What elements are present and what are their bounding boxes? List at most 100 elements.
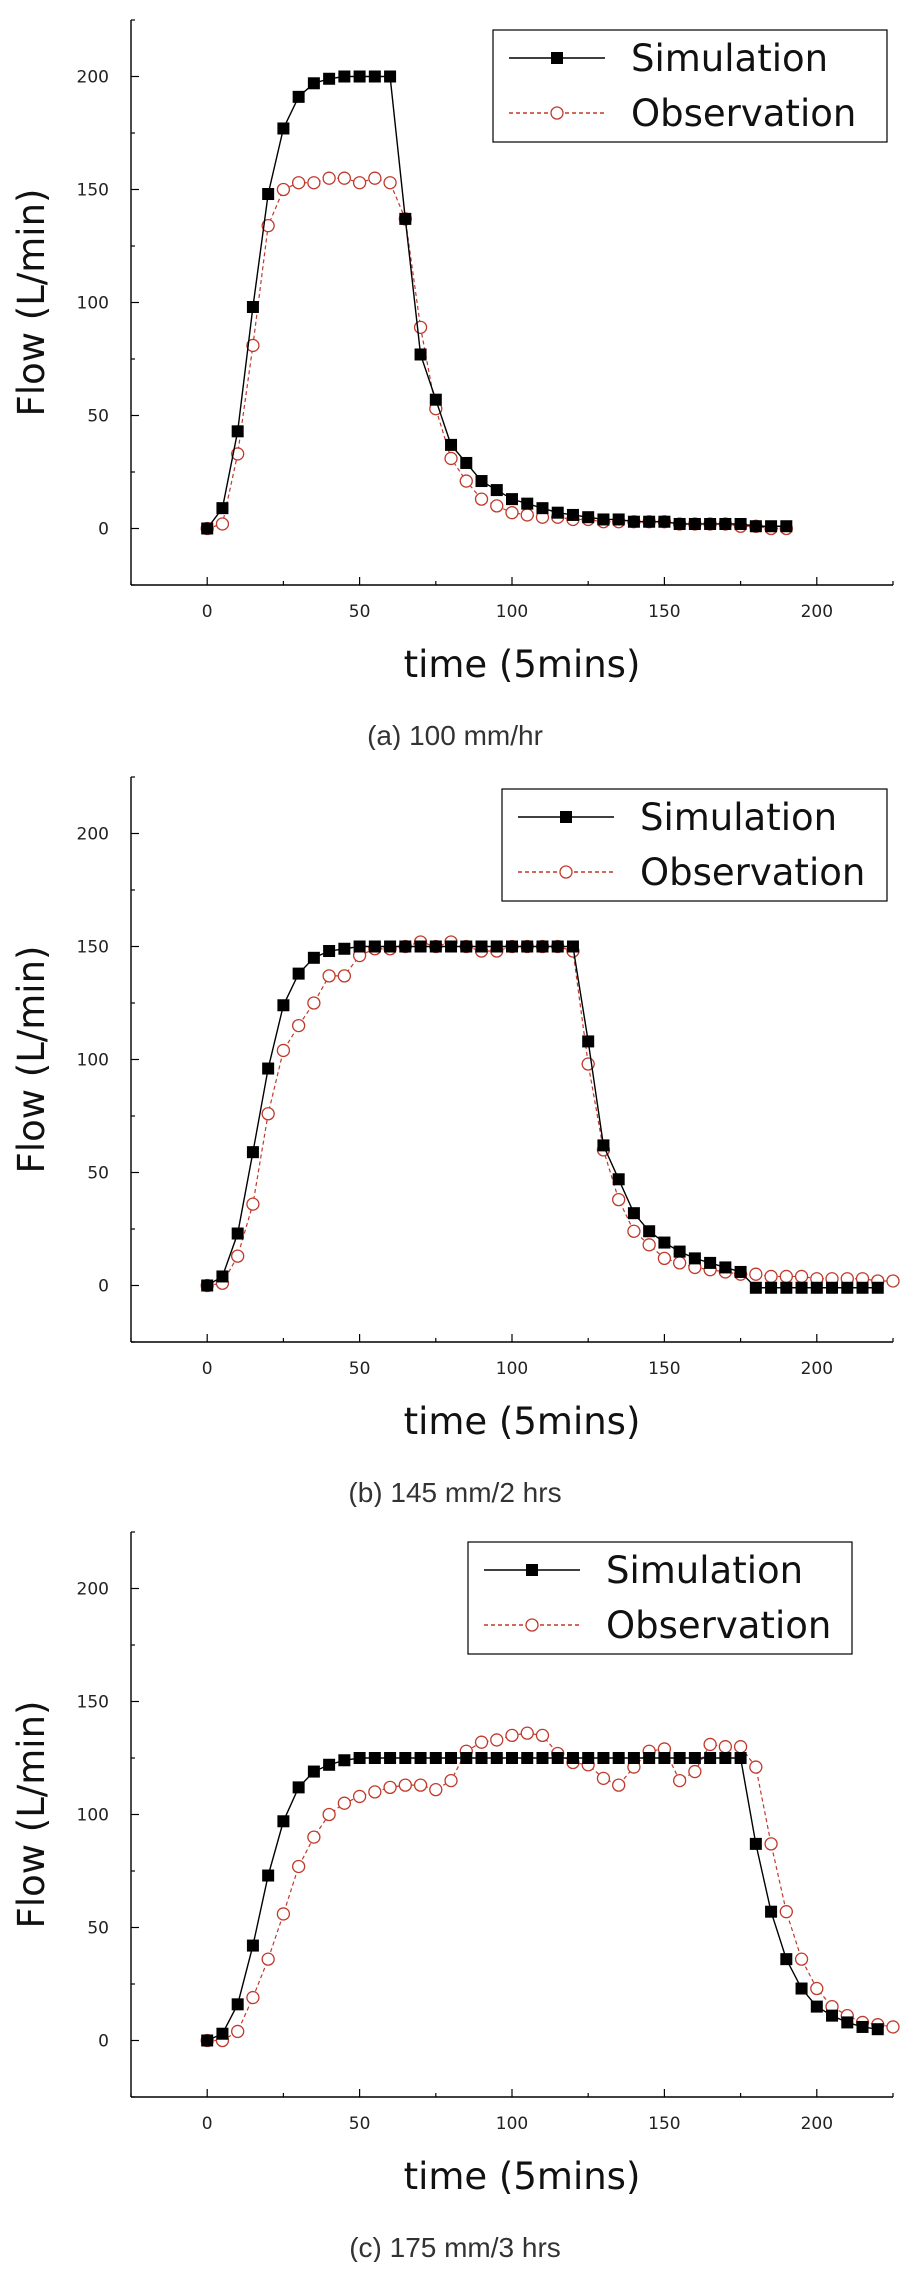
data-point <box>368 1785 382 1799</box>
legend-label: Simulation <box>640 796 837 839</box>
data-point <box>277 122 290 135</box>
y-tick-label: 50 <box>87 1164 109 1184</box>
data-point <box>657 1251 672 1266</box>
x-tick-label: 100 <box>496 602 528 622</box>
data-point <box>276 182 291 197</box>
y-axis-title: Flow (L/min) <box>10 1701 53 1929</box>
legend-label: Observation <box>631 92 856 135</box>
data-point <box>856 1281 869 1294</box>
data-point <box>307 1830 321 1844</box>
data-point <box>734 1265 747 1278</box>
data-point <box>307 1765 320 1778</box>
data-point <box>216 2027 229 2040</box>
data-point <box>780 520 793 533</box>
x-tick-label: 50 <box>349 2114 371 2134</box>
data-point <box>338 942 351 955</box>
data-point <box>673 1245 686 1258</box>
data-point <box>201 2034 214 2047</box>
legend-box <box>467 1541 853 1655</box>
legend-label: Simulation <box>631 37 828 80</box>
data-point <box>475 940 488 953</box>
data-point <box>384 1752 397 1764</box>
data-point <box>597 513 610 526</box>
data-point <box>246 1990 260 2005</box>
data-point <box>810 1981 824 1996</box>
data-point <box>276 1907 291 1921</box>
x-tick-label: 50 <box>349 1359 371 1379</box>
data-point <box>551 940 564 953</box>
data-point <box>871 2023 884 2036</box>
data-point <box>672 1256 687 1270</box>
data-point <box>262 1869 275 1882</box>
data-point <box>475 475 488 488</box>
data-point <box>368 70 381 83</box>
data-point <box>353 1752 366 1764</box>
data-point <box>262 188 275 201</box>
figure-caption: (b) 145 mm/2 hrs <box>348 1477 561 1507</box>
data-point <box>582 1035 595 1048</box>
data-point <box>201 1279 214 1292</box>
legend: Simulation Observation <box>492 29 888 143</box>
data-point <box>414 348 427 361</box>
data-point <box>506 1752 518 1764</box>
data-point <box>445 438 458 451</box>
data-point <box>429 1782 443 1797</box>
data-point <box>734 517 747 530</box>
data-point <box>216 502 229 515</box>
series-line <box>206 75 787 529</box>
data-point <box>261 1952 275 1966</box>
x-tick-label: 100 <box>496 1359 528 1379</box>
data-point <box>292 967 305 980</box>
data-point <box>322 171 336 185</box>
data-point <box>490 1733 504 1747</box>
x-tick-label: 100 <box>496 2114 528 2134</box>
data-point <box>262 1062 275 1075</box>
y-tick-label: 0 <box>98 1277 109 1297</box>
data-point <box>612 1752 625 1764</box>
data-point <box>643 1752 656 1764</box>
data-point <box>765 520 778 533</box>
data-point <box>536 940 549 953</box>
series-simulation <box>201 70 793 535</box>
series-line <box>206 945 878 1289</box>
x-tick-label: 50 <box>349 602 371 622</box>
data-point <box>810 1281 823 1294</box>
data-point <box>658 515 671 528</box>
data-point <box>429 940 442 953</box>
data-point <box>460 456 473 469</box>
data-point <box>505 1728 519 1743</box>
data-point <box>292 1781 305 1794</box>
data-point <box>246 1197 260 1211</box>
data-point <box>216 1270 229 1283</box>
data-point <box>765 1905 778 1918</box>
data-point <box>826 2009 839 2022</box>
data-point <box>246 1146 259 1159</box>
y-tick-label: 150 <box>77 181 109 201</box>
series-observation <box>200 171 793 536</box>
data-point <box>734 1752 747 1764</box>
data-point <box>291 176 306 190</box>
series-line <box>207 1732 894 2042</box>
data-point <box>841 1281 854 1294</box>
legend-marker <box>551 52 563 64</box>
series-simulation <box>201 940 884 1294</box>
data-point <box>505 506 519 520</box>
data-point <box>291 1018 306 1033</box>
data-point <box>201 522 214 535</box>
y-tick-label: 200 <box>77 1580 109 1600</box>
data-point <box>368 171 382 185</box>
data-point <box>733 1740 748 1754</box>
data-point <box>703 1737 717 1752</box>
data-point <box>536 1752 549 1764</box>
data-point <box>323 1758 336 1771</box>
data-point <box>231 425 244 438</box>
data-point <box>445 1752 458 1764</box>
data-point <box>429 393 442 406</box>
series-simulation <box>201 1752 884 2047</box>
data-point <box>246 338 260 353</box>
data-point <box>215 517 230 531</box>
y-tick-label: 150 <box>77 938 109 958</box>
data-point <box>719 1261 732 1274</box>
data-point <box>627 1207 640 1220</box>
data-point <box>643 515 656 528</box>
